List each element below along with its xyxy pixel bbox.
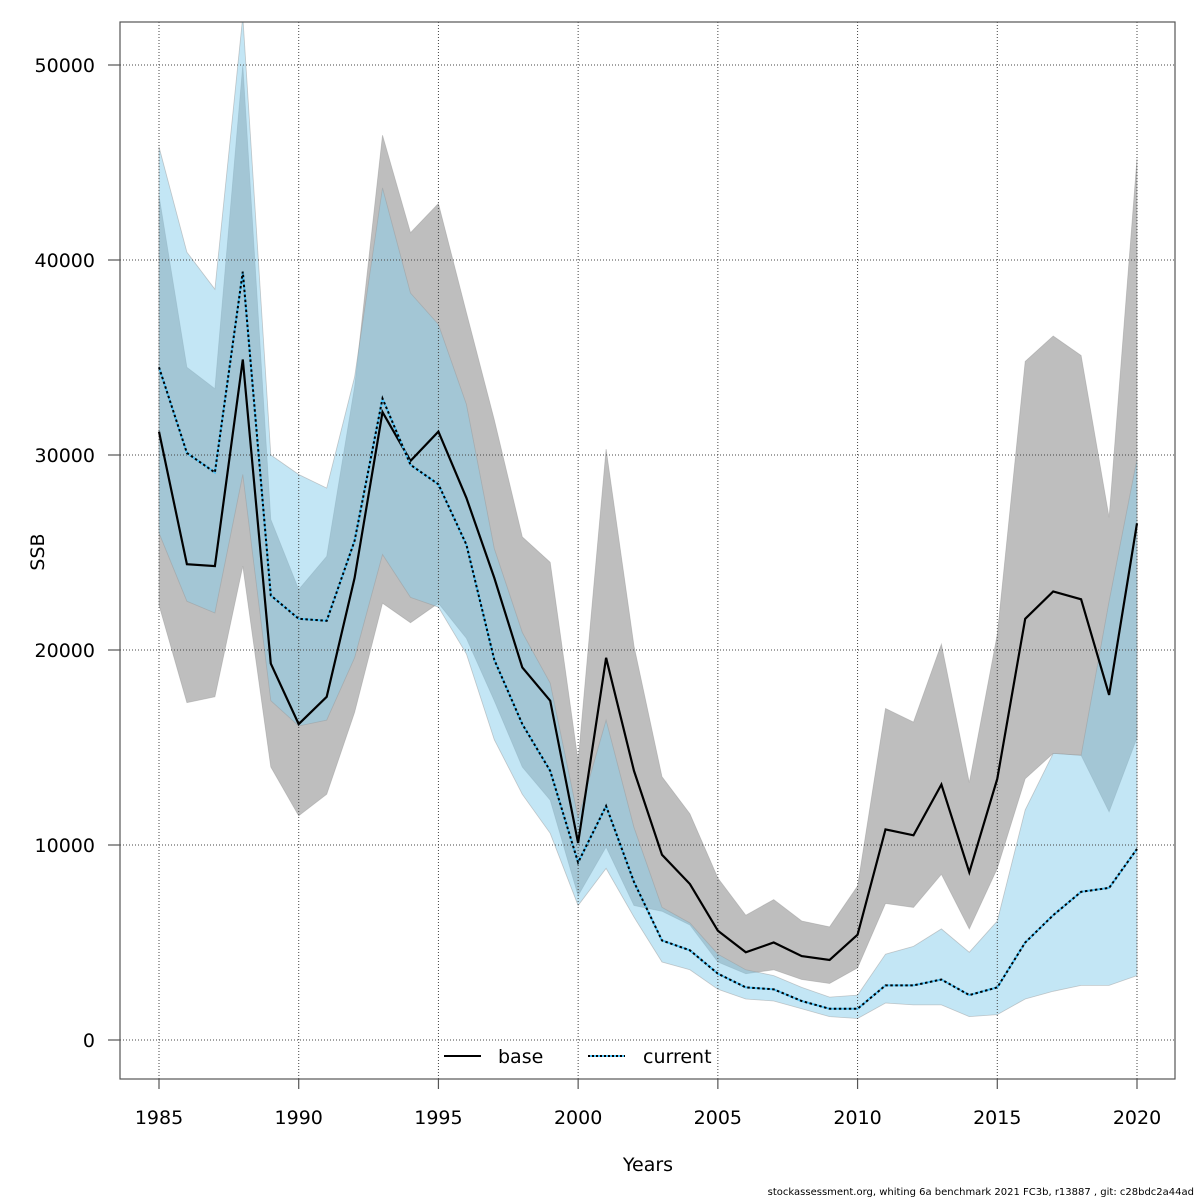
x-tick-label: 2005 (694, 1107, 742, 1129)
legend-base-label: base (498, 1046, 543, 1068)
x-axis-title: Years (622, 1154, 673, 1176)
y-tick-label: 20000 (35, 640, 95, 662)
footer-note: stockassessment.org, whiting 6a benchmar… (767, 1187, 1194, 1198)
series-lines (157, 271, 1139, 1010)
x-tick-label: 1990 (275, 1107, 323, 1129)
line-current (158, 271, 1138, 1010)
x-tick-label: 1995 (414, 1107, 462, 1129)
legend-current-label: current (643, 1046, 712, 1068)
y-tick-label: 0 (83, 1030, 95, 1052)
x-tick-label: 2020 (1113, 1107, 1161, 1129)
x-axis: 1985 1990 1995 2000 2005 2010 2015 2020 (135, 1079, 1161, 1129)
x-tick-label: 2015 (973, 1107, 1021, 1129)
plot-frame (119, 21, 1176, 1080)
y-axis-title: SSB (27, 533, 49, 570)
y-tick-label: 40000 (35, 250, 95, 272)
confidence-bands (158, 22, 1138, 1019)
x-tick-label: 1985 (135, 1107, 183, 1129)
y-tick-label: 10000 (35, 835, 95, 857)
grid-lines (120, 22, 1175, 1079)
legend: base current (444, 1046, 712, 1068)
y-tick-label: 30000 (35, 445, 95, 467)
x-tick-label: 2010 (833, 1107, 881, 1129)
y-axis: 0 10000 20000 30000 40000 50000 (35, 55, 120, 1052)
y-tick-label: 50000 (35, 55, 95, 77)
band-current (158, 22, 1138, 1019)
x-tick-label: 2000 (554, 1107, 602, 1129)
line-base (157, 359, 1139, 962)
